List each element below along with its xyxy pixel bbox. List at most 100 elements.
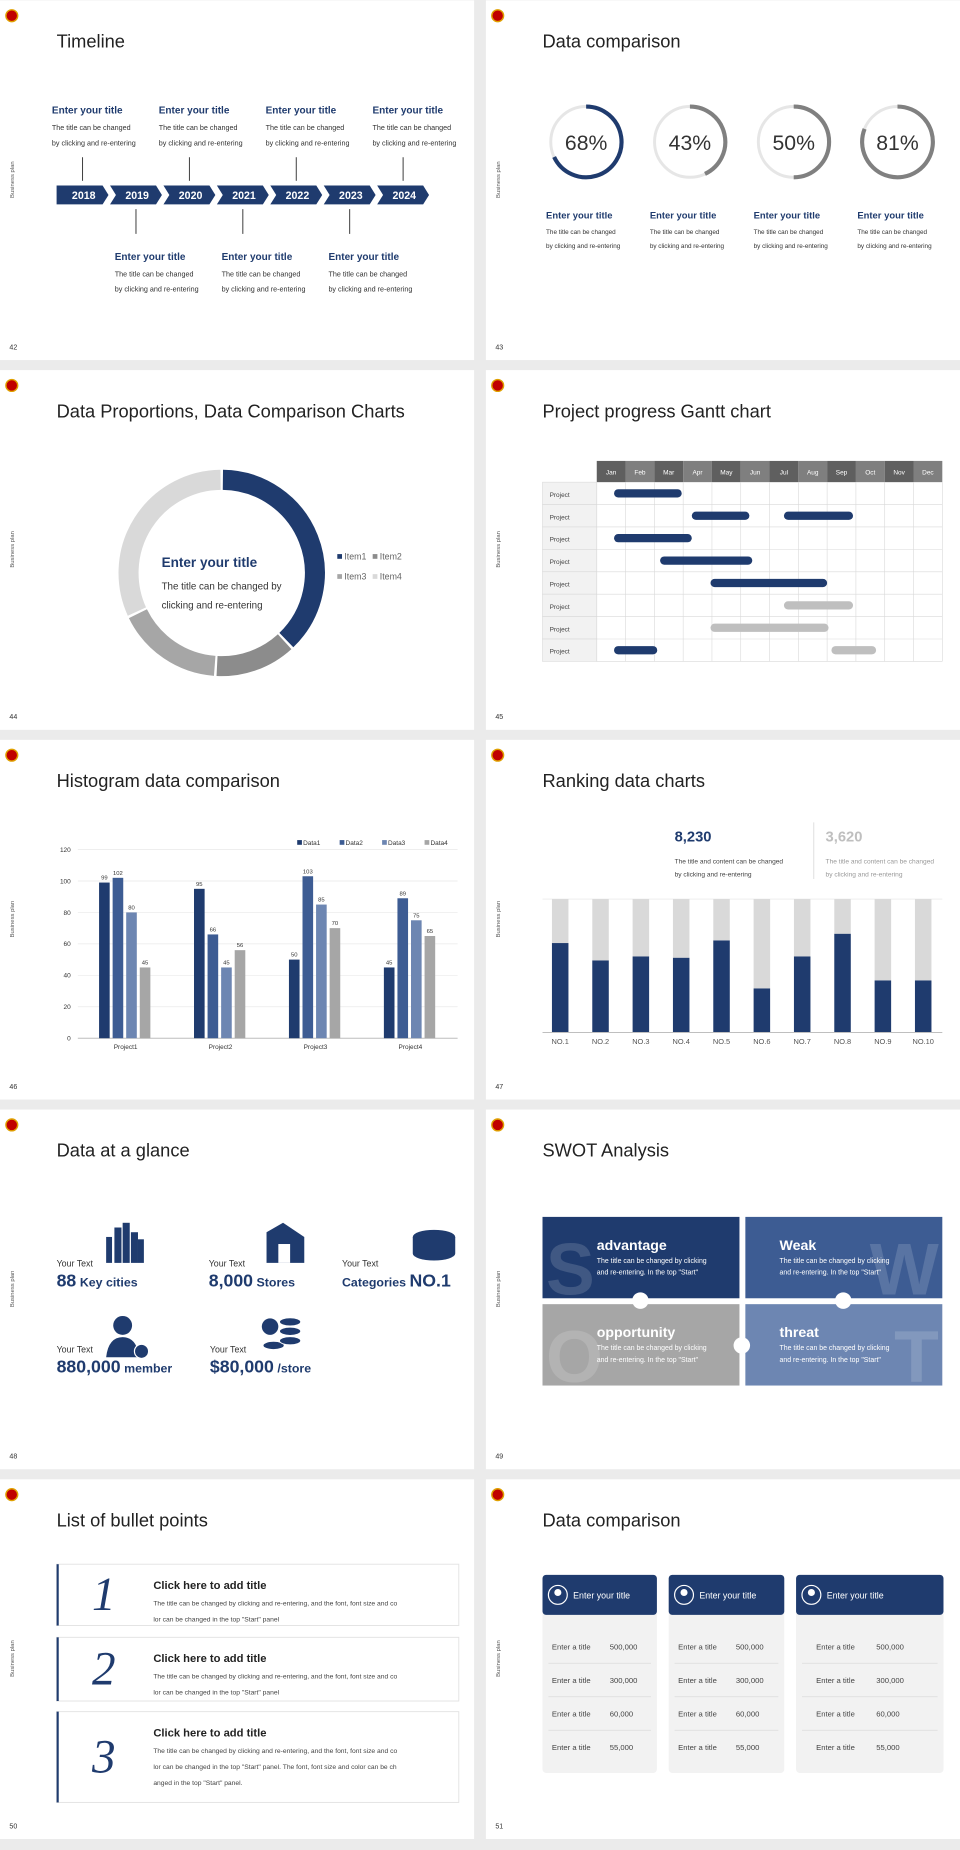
slide-title: Ranking data charts: [543, 770, 705, 791]
bar: [139, 967, 151, 1039]
side-label: Business plan: [10, 1271, 16, 1308]
caption-text: The title can be changed: [650, 229, 720, 236]
gantt-bar: [710, 578, 828, 588]
center-text: clicking and re-entering: [162, 600, 263, 611]
slide: Business plan 46 Histogram data comparison…: [0, 739, 475, 1100]
bar-segment: [632, 899, 650, 957]
gantt-bar: [831, 646, 877, 655]
center-title: Enter your title: [162, 555, 258, 570]
y-tick-label: 20: [64, 1004, 72, 1011]
data-label: 80: [128, 905, 135, 911]
swot-letter: O: [546, 1317, 603, 1398]
donut-segment: [216, 634, 292, 677]
stat-text: by clicking and re-entering: [675, 872, 752, 879]
row-value: 500,000: [736, 1643, 764, 1652]
side-label: Business plan: [10, 161, 16, 198]
bar: [234, 950, 246, 1039]
slide-background: [0, 739, 475, 1100]
swot-text: The title can be changed by clicking: [597, 1258, 707, 1265]
legend-swatch: [337, 554, 343, 559]
page-number: 51: [495, 1823, 503, 1830]
card-title: Enter your title: [573, 1590, 630, 1600]
bar-segment: [551, 899, 569, 944]
x-tick-label: NO.1: [552, 1037, 569, 1046]
data-label: 45: [386, 961, 393, 967]
slide-title: List of bullet points: [57, 1509, 208, 1530]
card-icon-dot: [807, 1588, 815, 1597]
gantt-bar: [614, 646, 658, 655]
data-label: 75: [413, 913, 420, 919]
side-label: Business plan: [496, 1640, 502, 1677]
side-label: Business plan: [10, 1640, 16, 1677]
bar: [329, 928, 341, 1039]
icon-money: [261, 1318, 279, 1335]
icon-building: [114, 1227, 122, 1263]
year-label: 2021: [232, 190, 256, 202]
page-number: 49: [495, 1454, 503, 1461]
bar-segment: [592, 899, 609, 961]
caption-text: by clicking and re-entering: [115, 285, 199, 294]
stat-value: 3,620: [826, 829, 863, 845]
row-value: 300,000: [610, 1676, 638, 1685]
page-number: 47: [495, 1084, 503, 1091]
item-label: Your Text: [342, 1258, 379, 1268]
row-label: Enter a title: [816, 1643, 855, 1652]
row-label: Enter a title: [678, 1676, 717, 1685]
value-part: Categories: [342, 1275, 406, 1289]
page-number: 46: [9, 1084, 17, 1091]
legend-swatch: [297, 840, 302, 845]
card-header: [796, 1574, 944, 1615]
item-label: Your Text: [57, 1345, 94, 1355]
page-number: 50: [9, 1823, 17, 1830]
year-arrow: [163, 185, 216, 205]
card-title: Enter your title: [827, 1590, 884, 1600]
item-value: 8,000 Stores: [209, 1270, 295, 1290]
bar-segment: [793, 899, 811, 957]
icon-coin: [279, 1326, 302, 1336]
swot-title: advantage: [597, 1237, 667, 1253]
x-tick-label: NO.10: [913, 1037, 934, 1046]
gantt-bar: [660, 556, 753, 565]
swot-text: The title can be changed by clicking: [780, 1345, 890, 1352]
bar: [411, 920, 422, 1039]
row-value: 500,000: [610, 1643, 638, 1652]
data-label: 99: [101, 876, 108, 882]
month-label: Sep: [836, 469, 848, 476]
logo: [491, 1488, 505, 1502]
legend-label: Item1: [344, 551, 366, 561]
data-label: 50: [291, 953, 298, 959]
month-header: [884, 460, 914, 483]
legend-label: Data2: [346, 840, 364, 847]
value-part: $80,000: [210, 1357, 274, 1377]
bar-segment: [834, 899, 851, 934]
side-label: Business plan: [496, 531, 502, 568]
bar: [316, 904, 327, 1039]
stat-text: The title and content can be changed: [675, 859, 784, 866]
caption-text: The title can be changed: [52, 123, 131, 132]
bullet-text: The title can be changed by clicking and…: [153, 1748, 397, 1755]
puzzle-knob: [632, 1292, 649, 1309]
x-tick-label: NO.8: [834, 1037, 851, 1046]
y-tick-label: 60: [64, 941, 72, 948]
page-number: 44: [9, 714, 17, 721]
month-label: Mar: [663, 469, 675, 476]
card-body: [542, 1574, 657, 1773]
bullet-accent: [56, 1711, 59, 1803]
ring-arc: [860, 104, 935, 180]
page-number: 45: [495, 714, 503, 721]
caption-text: The title can be changed: [328, 269, 407, 278]
swot-quadrant: [542, 1216, 740, 1299]
logo: [491, 378, 505, 393]
bar: [221, 967, 232, 1039]
icon-building: [122, 1222, 130, 1263]
stat-text: The title and content can be changed: [826, 859, 935, 866]
bullet-accent: [56, 1637, 59, 1702]
year-label: 2020: [179, 190, 203, 202]
value-label: 81%: [876, 132, 919, 155]
caption-text: The title can be changed: [222, 269, 301, 278]
caption-text: by clicking and re-entering: [546, 243, 621, 250]
icon-box-body: [412, 1236, 456, 1261]
value-part: 8,000: [209, 1270, 253, 1290]
swot-text: and re-entering. In the top "Start": [597, 1357, 699, 1364]
